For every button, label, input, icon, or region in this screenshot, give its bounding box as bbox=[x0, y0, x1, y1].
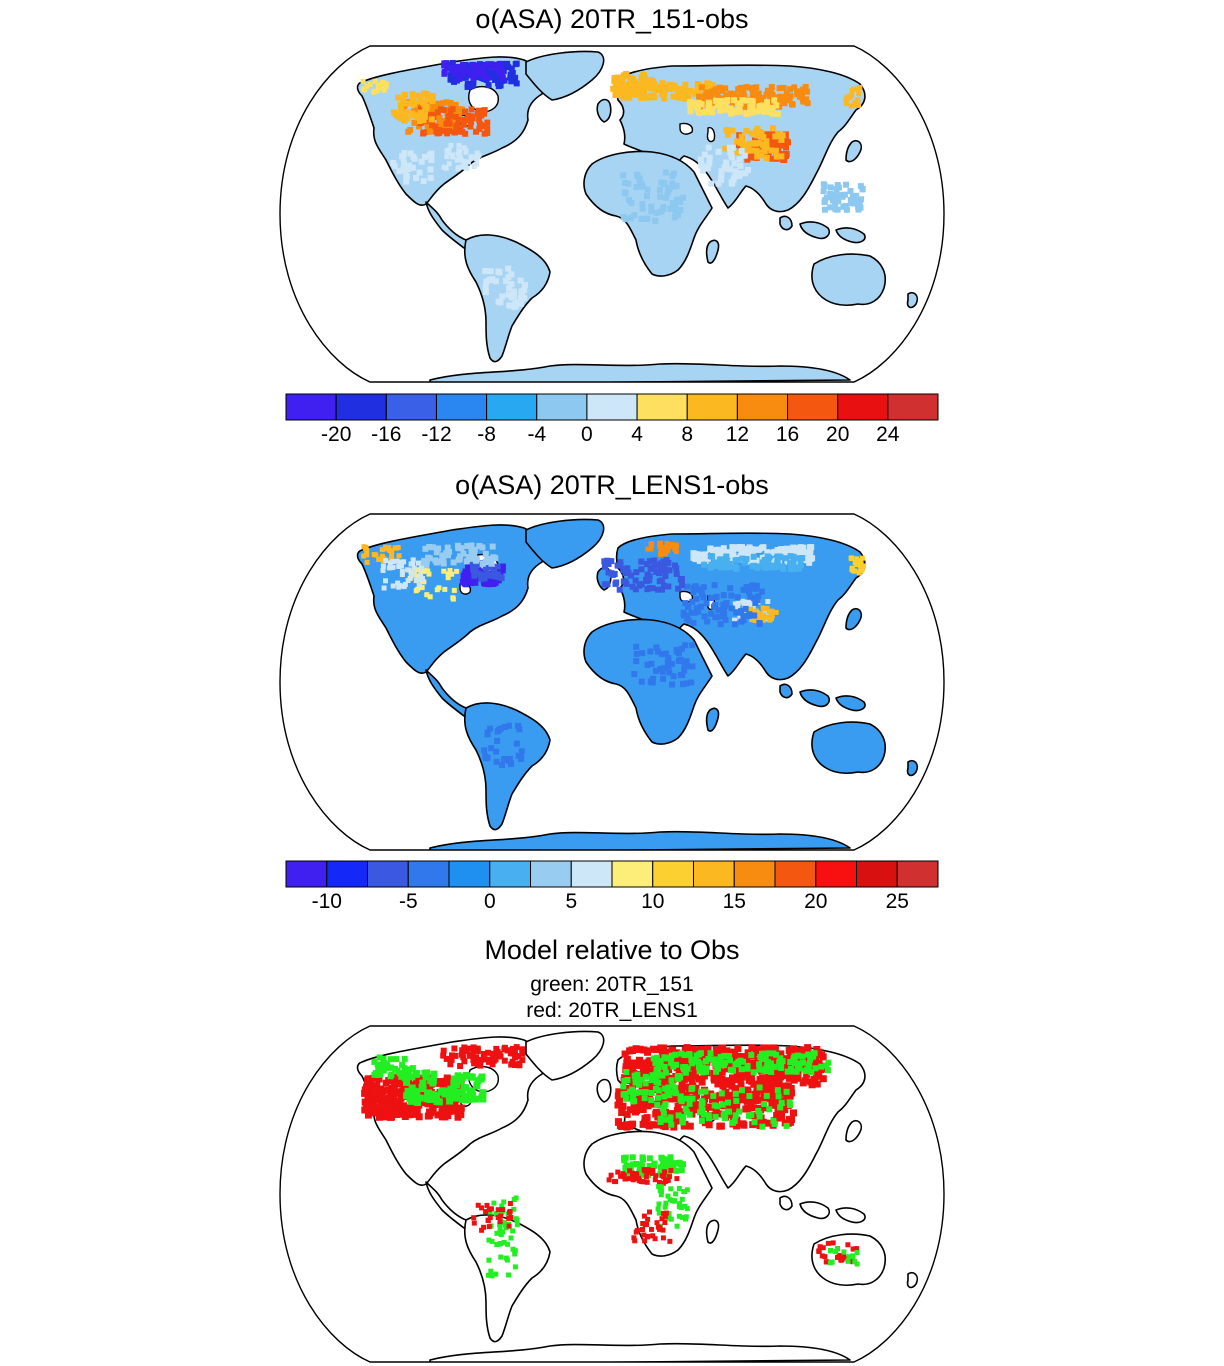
colorbar-tick-label: -5 bbox=[399, 890, 418, 913]
panel2-title: o(ASA) 20TR_LENS1-obs bbox=[455, 470, 769, 500]
colorbar-tick-label: 4 bbox=[631, 423, 643, 446]
colorbar-box bbox=[448, 860, 491, 888]
colorbar-box bbox=[385, 393, 437, 421]
colorbar-tick-label: 15 bbox=[723, 890, 746, 913]
colorbar-box bbox=[285, 860, 328, 888]
colorbar-box bbox=[536, 393, 588, 421]
panel1-title: o(ASA) 20TR_151-obs bbox=[475, 4, 749, 34]
colorbar-box bbox=[489, 860, 531, 888]
colorbar-tick-label: -10 bbox=[312, 890, 342, 913]
colorbar-tick-label: -12 bbox=[421, 423, 451, 446]
colorbar-box bbox=[570, 860, 613, 888]
colorbar-box bbox=[856, 860, 898, 888]
colorbar-tick-label: -20 bbox=[321, 423, 351, 446]
colorbar-box bbox=[636, 393, 688, 421]
colorbar-tick-label: -8 bbox=[477, 423, 496, 446]
colorbar-box bbox=[652, 860, 694, 888]
panel1-anomaly-overlay bbox=[360, 60, 866, 310]
colorbar-tick-label: 16 bbox=[776, 423, 799, 446]
colorbar-box bbox=[407, 860, 450, 888]
colorbar-box bbox=[815, 860, 857, 888]
colorbar-tick-label: 25 bbox=[886, 890, 909, 913]
colorbar-box bbox=[693, 860, 735, 888]
colorbar-box bbox=[733, 860, 776, 888]
panel1-colorbar: -20 -16 -12 -8 -4 0 4 8 12 16 20 24 bbox=[285, 393, 939, 446]
colorbar-box bbox=[435, 393, 488, 421]
colorbar-tick-label: 0 bbox=[484, 890, 496, 913]
panel3-map bbox=[279, 1025, 945, 1363]
colorbar-tick-label: 5 bbox=[565, 890, 577, 913]
panel1-map-border bbox=[279, 45, 945, 383]
colorbar-box bbox=[887, 393, 939, 421]
colorbar-box bbox=[896, 860, 939, 888]
panel3-map-border bbox=[279, 1025, 945, 1363]
colorbar-box bbox=[686, 393, 738, 421]
colorbar-box bbox=[530, 860, 572, 888]
colorbar-tick-label: 8 bbox=[681, 423, 693, 446]
colorbar-tick-label: 20 bbox=[804, 890, 827, 913]
panel3-subtitle-red: red: 20TR_LENS1 bbox=[526, 999, 698, 1022]
panel2-colorbar: -10 -5 0 5 10 15 20 25 bbox=[285, 860, 939, 913]
colorbar-tick-label: 12 bbox=[726, 423, 749, 446]
colorbar-box bbox=[367, 860, 409, 888]
colorbar-box bbox=[335, 393, 387, 421]
colorbar-tick-label: 10 bbox=[641, 890, 664, 913]
panel2-map bbox=[279, 513, 945, 851]
panel2-anomaly-overlay bbox=[361, 540, 867, 768]
colorbar-box bbox=[787, 393, 839, 421]
colorbar-tick-label: 0 bbox=[581, 423, 593, 446]
panel1-map bbox=[279, 45, 945, 383]
colorbar-tick-label: 24 bbox=[876, 423, 900, 446]
panel3-difference-overlay bbox=[361, 1044, 860, 1279]
colorbar-box bbox=[486, 393, 538, 421]
colorbar-tick-label: 20 bbox=[826, 423, 849, 446]
panel2-map-border bbox=[279, 513, 945, 851]
colorbar-box bbox=[736, 393, 789, 421]
colorbar-box bbox=[837, 393, 889, 421]
colorbar-box bbox=[774, 860, 817, 888]
colorbar-box bbox=[611, 860, 654, 888]
colorbar-box bbox=[285, 393, 337, 421]
colorbar-tick-label: -16 bbox=[371, 423, 401, 446]
colorbar-box bbox=[586, 393, 638, 421]
colorbar-box bbox=[326, 860, 368, 888]
colorbar-tick-label: -4 bbox=[527, 423, 546, 446]
panel3-title: Model relative to Obs bbox=[484, 935, 740, 965]
panel3-subtitle-green: green: 20TR_151 bbox=[530, 973, 694, 996]
